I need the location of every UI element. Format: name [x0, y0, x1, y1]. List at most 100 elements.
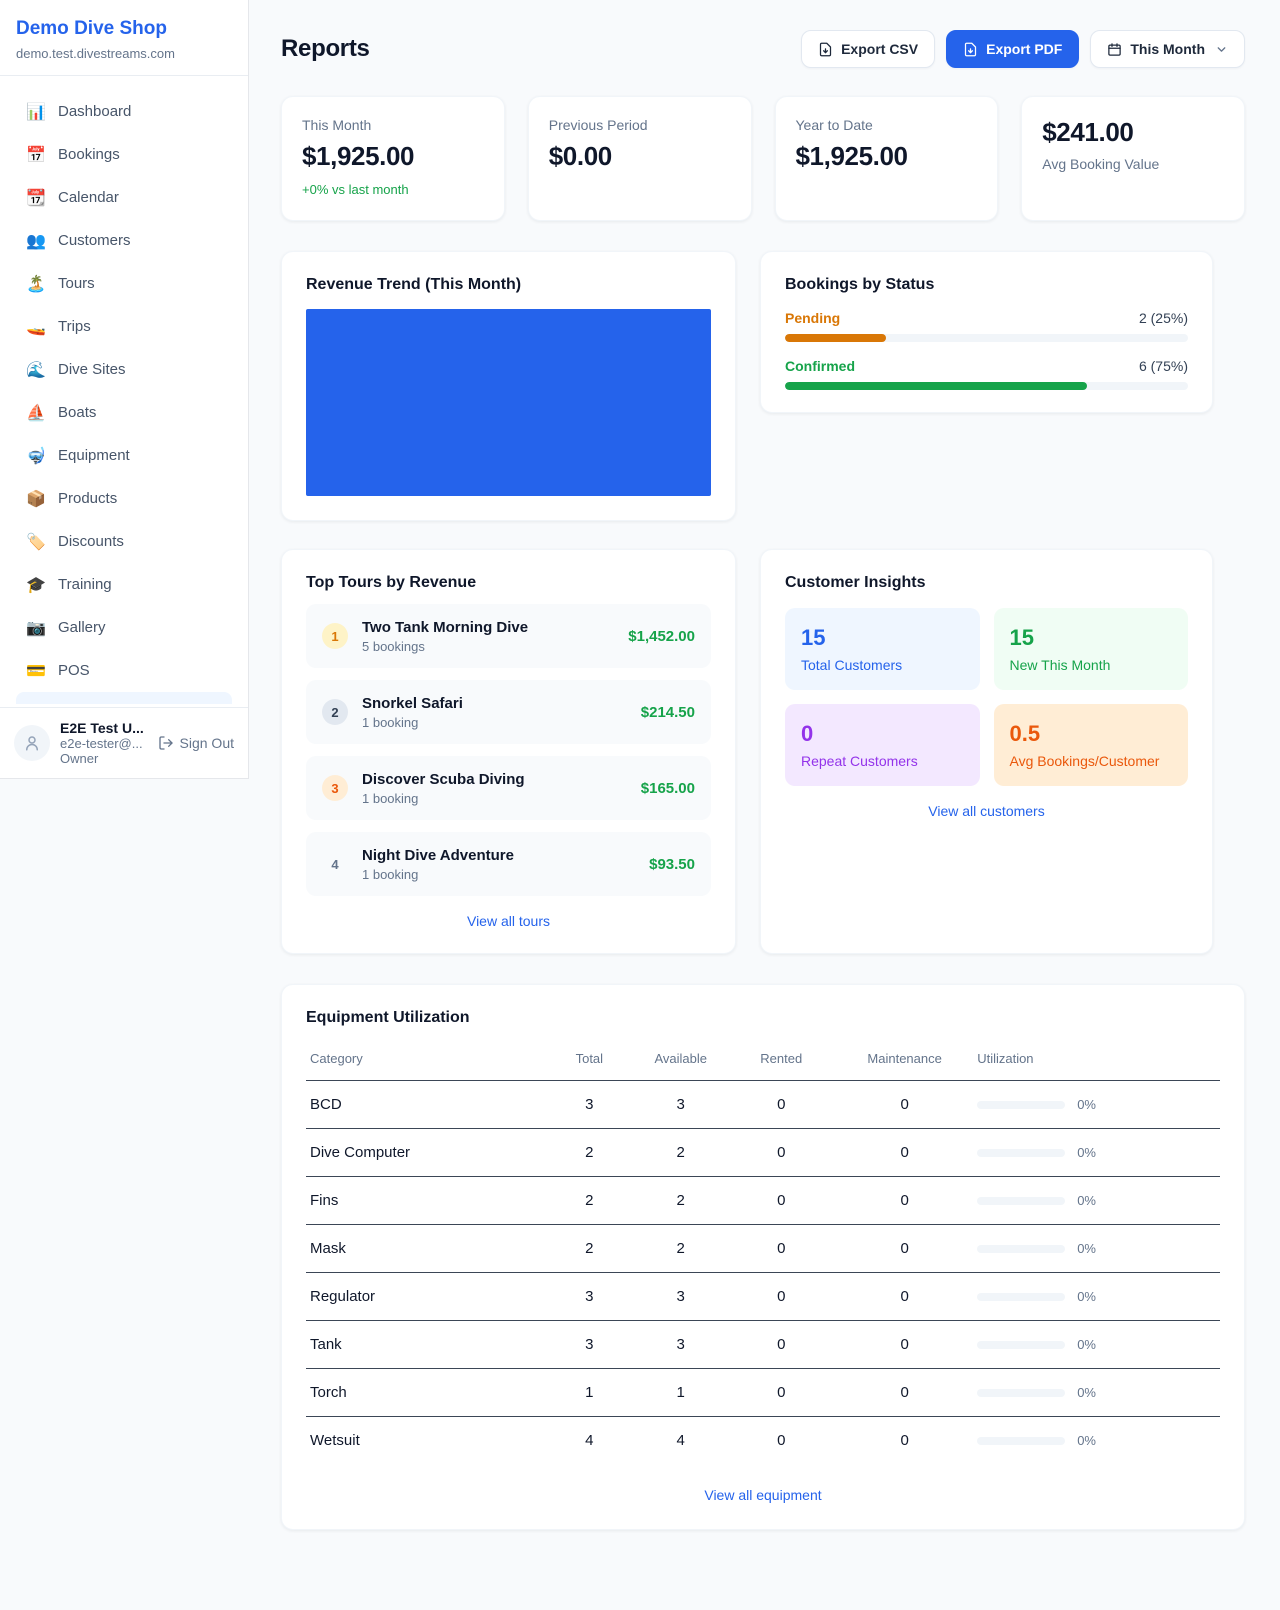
- customer-insights-card: Customer Insights 15 Total Customers 15 …: [760, 549, 1213, 954]
- rank-badge: 4: [331, 856, 339, 872]
- bookings-by-status-card: Bookings by Status Pending 2 (25%) Confi…: [760, 251, 1213, 413]
- tour-name: Discover Scuba Diving: [362, 770, 525, 788]
- period-dropdown[interactable]: This Month: [1090, 30, 1245, 68]
- tour-bookings: 1 booking: [362, 866, 419, 882]
- status-count: 2 (25%): [1138, 310, 1188, 326]
- sidebar-item-discounts[interactable]: 🏷️ Discounts: [8, 520, 240, 563]
- sidebar-item-label: Equipment: [58, 447, 130, 464]
- cell-rented: 0: [726, 1128, 837, 1177]
- view-all-customers-link[interactable]: View all customers: [928, 803, 1045, 819]
- tour-revenue: $214.50: [640, 703, 695, 721]
- table-row: Tank 3 3 0 0 0%: [306, 1320, 1220, 1369]
- period-label: This Month: [1130, 41, 1205, 57]
- export-csv-button[interactable]: Export CSV: [801, 30, 936, 68]
- stat-card-this-month: This Month $1,925.00 +0% vs last month: [281, 96, 505, 221]
- cell-category: Tank: [306, 1320, 544, 1369]
- utilization-text: 0%: [1077, 1145, 1096, 1160]
- cell-total: 3: [543, 1080, 636, 1129]
- view-all-tours-link[interactable]: View all tours: [466, 913, 550, 929]
- sidebar-item-label: Discounts: [58, 533, 124, 550]
- cell-available: 2: [635, 1176, 727, 1225]
- cell-rented: 0: [726, 1320, 837, 1369]
- header-actions: Export CSV Export PDF This Month: [801, 30, 1245, 68]
- utilization-cell: 0%: [977, 1385, 1216, 1400]
- sidebar-item-training[interactable]: 🎓 Training: [8, 563, 240, 606]
- sidebar-item-dashboard[interactable]: 📊 Dashboard: [8, 90, 240, 133]
- col-maintenance: Maintenance: [836, 1041, 974, 1081]
- cell-available: 3: [635, 1080, 727, 1129]
- stat-cards: This Month $1,925.00 +0% vs last month P…: [281, 96, 1245, 221]
- sign-out-button[interactable]: Sign Out: [158, 735, 234, 751]
- sidebar-item-label: Trips: [58, 318, 91, 335]
- cell-category: Regulator: [306, 1272, 544, 1321]
- sidebar-item-calendar[interactable]: 📆 Calendar: [8, 176, 240, 219]
- view-all-equipment-link[interactable]: View all equipment: [704, 1486, 822, 1503]
- col-utilization: Utilization: [973, 1041, 1220, 1081]
- cell-total: 1: [543, 1368, 636, 1417]
- utilization-cell: 0%: [977, 1193, 1216, 1208]
- gallery-icon: 📷: [26, 619, 46, 637]
- status-bar-fill: [785, 382, 1088, 390]
- user-email: e2e-tester@...: [60, 736, 143, 751]
- file-download-icon: [819, 42, 832, 56]
- sidebar-item-products[interactable]: 📦 Products: [8, 477, 240, 520]
- user-meta: E2E Test U... e2e-tester@... Owner: [60, 720, 144, 766]
- utilization-text: 0%: [1077, 1097, 1096, 1112]
- sidebar-item-gallery[interactable]: 📷 Gallery: [8, 606, 240, 649]
- tile-repeat-customers: 0 Repeat Customers: [785, 704, 980, 786]
- main-content: Reports Export CSV Export PDF: [249, 0, 1280, 1566]
- sidebar-item-boats[interactable]: ⛵ Boats: [8, 391, 240, 434]
- cell-available: 4: [676, 1432, 685, 1450]
- user-icon: [26, 736, 38, 751]
- dive-sites-icon: 🌊: [26, 361, 46, 379]
- sidebar-item-bookings[interactable]: 📅 Bookings: [8, 133, 240, 176]
- sidebar-item-equipment[interactable]: 🤿 Equipment: [8, 434, 240, 477]
- stat-label: Avg Booking Value: [1042, 156, 1160, 172]
- sign-out-label: Sign Out: [179, 735, 234, 751]
- sidebar: Demo Dive Shop demo.test.divestreams.com…: [0, 0, 249, 779]
- sidebar-item-tours[interactable]: 🏝️ Tours: [8, 262, 240, 305]
- sidebar-item-dive-sites[interactable]: 🌊 Dive Sites: [8, 348, 240, 391]
- cell-available: 3: [635, 1320, 727, 1369]
- stat-value: $241.00: [1042, 117, 1134, 147]
- cell-maintenance: 0: [836, 1080, 974, 1129]
- top-tours-title: Top Tours by Revenue: [306, 574, 477, 591]
- sidebar-item-trips[interactable]: 🚤 Trips: [8, 305, 240, 348]
- cell-available: 3: [635, 1272, 727, 1321]
- sidebar-item-customers[interactable]: 👥 Customers: [8, 219, 240, 262]
- sidebar-item-label: Dive Sites: [58, 361, 126, 378]
- revenue-trend-card: Revenue Trend (This Month): [281, 251, 736, 521]
- boats-icon: ⛵: [26, 404, 46, 422]
- export-pdf-button[interactable]: Export PDF: [946, 30, 1080, 68]
- cell-maintenance: 0: [836, 1176, 974, 1225]
- utilization-text: 0%: [1077, 1193, 1096, 1208]
- sidebar-item-active-partial[interactable]: [16, 692, 232, 704]
- stat-label: Previous Period: [548, 117, 648, 133]
- sidebar-item-label: Dashboard: [58, 103, 132, 120]
- cell-total: 2: [543, 1176, 636, 1225]
- status-row-pending: Pending 2 (25%): [785, 310, 1188, 342]
- utilization-bar: [977, 1292, 1066, 1301]
- cell-category: Fins: [306, 1176, 544, 1225]
- sidebar-item-label: Tours: [58, 275, 95, 292]
- tile-value: 15: [801, 625, 826, 650]
- chevron-down-icon: [1217, 46, 1226, 52]
- stat-value: $1,925.00: [795, 141, 908, 171]
- cell-maintenance: 0: [836, 1272, 974, 1321]
- tile-value: 15: [1009, 625, 1034, 650]
- tile-value: 0: [801, 721, 814, 746]
- cell-category: BCD: [306, 1080, 544, 1129]
- cell-category: Dive Computer: [306, 1128, 544, 1177]
- dashboard-icon: 📊: [26, 103, 46, 121]
- tour-revenue: $93.50: [649, 855, 695, 873]
- tour-name: Snorkel Safari: [362, 694, 463, 712]
- utilization-text: 0%: [1077, 1337, 1096, 1352]
- table-row: Dive Computer 2 2 0 0 0%: [306, 1128, 1220, 1177]
- equipment-utilization-title: Equipment Utilization: [306, 1009, 470, 1026]
- top-tours-card: Top Tours by Revenue 1 Two Tank Morning …: [281, 549, 736, 954]
- rank-badge: 1: [322, 623, 348, 649]
- status-label: Confirmed: [785, 358, 855, 374]
- sidebar-item-pos[interactable]: 💳 POS: [8, 649, 240, 692]
- revenue-trend-title: Revenue Trend (This Month): [306, 276, 522, 293]
- utilization-cell: 0%: [977, 1097, 1216, 1112]
